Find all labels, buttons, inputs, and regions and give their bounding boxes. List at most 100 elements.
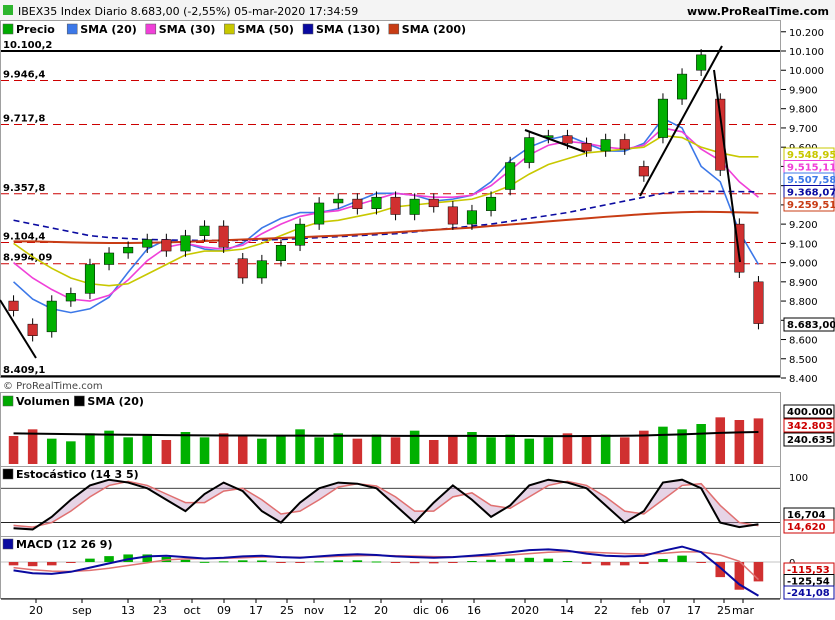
candle-body [447, 206, 458, 225]
volume-bar [562, 433, 573, 464]
candle-body [275, 245, 286, 261]
candle-body [333, 198, 344, 204]
x-tick-label: mar [732, 604, 754, 617]
candle-body [562, 135, 573, 144]
x-tick-label: nov [304, 604, 325, 617]
volume-bar [619, 437, 630, 464]
volume-bar [734, 420, 745, 464]
macd-legend: MACD (12 26 9) [2, 538, 112, 551]
price-right-labels: 9.548,95 9.515,119.507,58 9.368,079.259,51… [783, 147, 835, 332]
macd: 0 [1, 545, 795, 597]
volume-bar [199, 437, 210, 464]
y-tick-label: 8.800 [789, 297, 818, 308]
stoch-tick-100: 100 [789, 473, 808, 484]
volume-bar [581, 436, 592, 464]
price-level-label: 9.717,8 [3, 114, 45, 125]
y-tick-label: 8.900 [789, 278, 818, 289]
candle-body [65, 293, 76, 302]
legend-label: SMA (30) [159, 23, 216, 36]
candle-body [486, 196, 497, 211]
legend-label: Precio [16, 23, 55, 36]
volume-right-labels: 400.000 342.803 240.635 [783, 404, 835, 447]
stoch-k-line [13, 478, 759, 531]
volume-bar [371, 434, 382, 464]
value-badge-text: 342.803 [787, 421, 833, 432]
macd-histogram-bar [448, 562, 458, 563]
x-tick-label: oct [183, 604, 201, 617]
price-level-label: 9.104,4 [3, 232, 45, 243]
macd-histogram-bar [734, 562, 745, 590]
macd-right-labels: -115,53-125,54-241,08 [783, 562, 835, 600]
value-badge-text: 9.548,95 [787, 150, 835, 161]
volume-bars [8, 417, 764, 464]
volume-bar [180, 432, 191, 464]
candle-body [409, 198, 420, 215]
macd-histogram-bar [66, 562, 76, 563]
trend-line-up[interactable] [639, 45, 723, 197]
x-tick-label: 07 [657, 604, 671, 617]
volume-sma-line [13, 431, 759, 438]
volume-bar [27, 429, 38, 464]
value-badge-text: 9.515,11 [787, 163, 835, 174]
volume-legend: Volumen SMA (20) [2, 395, 144, 408]
volume-bar [505, 434, 515, 464]
macd-histogram-bar [428, 562, 439, 564]
macd-histogram-bar [581, 562, 592, 564]
legend-swatch [302, 23, 314, 35]
header: IBEX35 Index Diario 8.683,00 (-2,55%) 05… [0, 0, 835, 20]
macd-histogram-bar [486, 559, 496, 562]
macd-histogram-bar [295, 562, 305, 563]
candle-body [696, 54, 707, 71]
site-label[interactable]: www.ProRealTime.com [687, 5, 829, 18]
macd-histogram-bar [543, 558, 554, 562]
trend-line-crash[interactable] [713, 69, 741, 263]
trend-line-channel[interactable] [524, 129, 586, 153]
legend-label: SMA (200) [402, 23, 466, 36]
candle-body [237, 258, 248, 279]
y-tick-label: 9.000 [789, 259, 818, 270]
stoch-fill [13, 479, 759, 530]
macd-histogram-bar [85, 558, 95, 562]
candle-body [46, 300, 57, 333]
sma-line [13, 190, 759, 242]
volume-bar [543, 437, 554, 464]
y-tick-label: 9.800 [789, 105, 818, 116]
legend-label: MACD (12 26 9) [16, 538, 112, 551]
candle-body [753, 281, 764, 324]
x-tick-label: 14 [560, 604, 574, 617]
value-badge [783, 197, 835, 212]
x-tick-label: 25 [717, 604, 731, 617]
price-candles [8, 49, 764, 342]
value-badge-text: 240.635 [787, 435, 833, 446]
trend-line-down[interactable] [0, 299, 37, 359]
x-tick-label: 09 [217, 604, 231, 617]
volume-bar [658, 426, 668, 464]
sma-line [13, 210, 759, 244]
macd-histogram-bar [142, 554, 153, 562]
macd-histogram-bar [600, 562, 611, 566]
legend-swatch [145, 23, 157, 35]
candle-body [180, 235, 191, 252]
candle-body [466, 210, 477, 225]
volume-bar [467, 432, 477, 464]
macd-histogram-bar [333, 560, 344, 562]
x-tick-label: 23 [153, 604, 167, 617]
volume-bar [314, 437, 324, 464]
value-badge-text: -115,53 [787, 565, 830, 576]
volume-bar [390, 437, 401, 464]
y-tick-label: 10.000 [789, 66, 824, 77]
y-tick-label: 9.900 [789, 85, 818, 96]
candle-body [314, 202, 325, 225]
value-badge-text: 400.000 [787, 407, 833, 418]
candle-body [218, 225, 229, 248]
candle-body [428, 198, 439, 208]
macd-histogram-bar [8, 562, 19, 566]
stoch-legend: Estocástico (14 3 5) [2, 468, 139, 481]
y-tick-label: 9.200 [789, 220, 818, 231]
x-tick-label: 06 [435, 604, 449, 617]
volume-bar [696, 424, 706, 464]
volume-bar [486, 437, 496, 464]
